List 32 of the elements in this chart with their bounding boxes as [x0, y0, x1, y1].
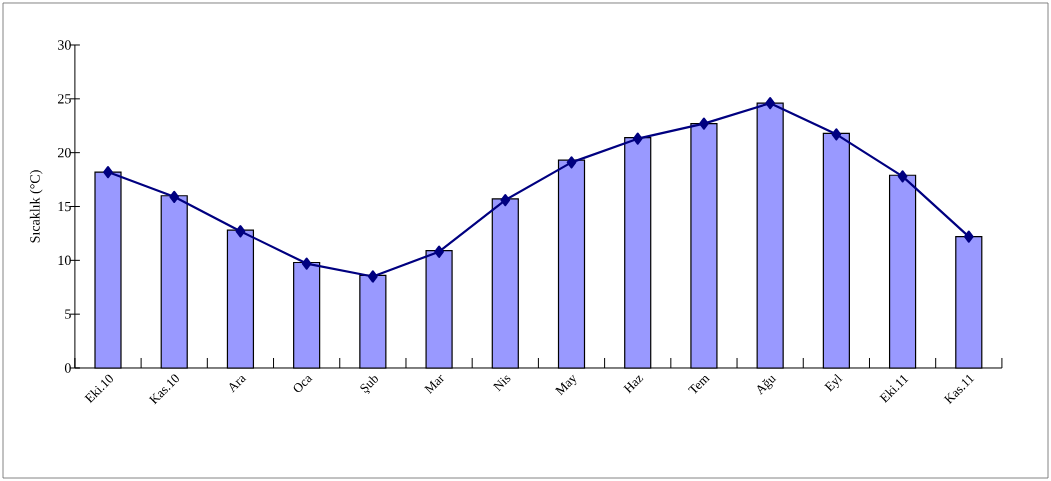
point	[169, 190, 180, 203]
point	[301, 257, 312, 270]
point	[699, 117, 709, 130]
point	[831, 128, 842, 141]
point	[434, 245, 444, 258]
y-tick-label: 25	[57, 94, 71, 104]
point	[500, 193, 511, 207]
point	[897, 170, 908, 183]
point	[765, 97, 775, 110]
point	[235, 225, 246, 238]
point	[103, 165, 113, 179]
y-tick-label: 10	[58, 255, 71, 266]
x-tick-label: Ara	[229, 376, 247, 393]
x-tick-label: May	[554, 374, 577, 396]
y-tick-label: 15	[58, 201, 71, 212]
y-tick-label: 30	[58, 40, 71, 50]
y-tick-label: 20	[57, 147, 71, 158]
y-tick-label: 5	[65, 309, 71, 319]
point	[368, 270, 378, 283]
x-tick-label: Haz	[623, 375, 644, 394]
x-tick-label: Nis	[492, 375, 511, 392]
x-tick-label: Oca	[293, 376, 313, 393]
point	[566, 156, 577, 169]
y-axis-title: Sıcaklık (°C)	[29, 170, 43, 243]
x-tick-label: Mar	[424, 374, 445, 395]
x-tick-label: Tem	[687, 375, 710, 394]
y-tick-label: 0	[64, 363, 71, 373]
x-tick-label: Şub	[360, 376, 378, 394]
point	[963, 230, 974, 243]
x-tick-label: Ağu	[757, 375, 777, 395]
x-tick-label: Eyl	[824, 373, 843, 392]
point	[632, 132, 643, 145]
